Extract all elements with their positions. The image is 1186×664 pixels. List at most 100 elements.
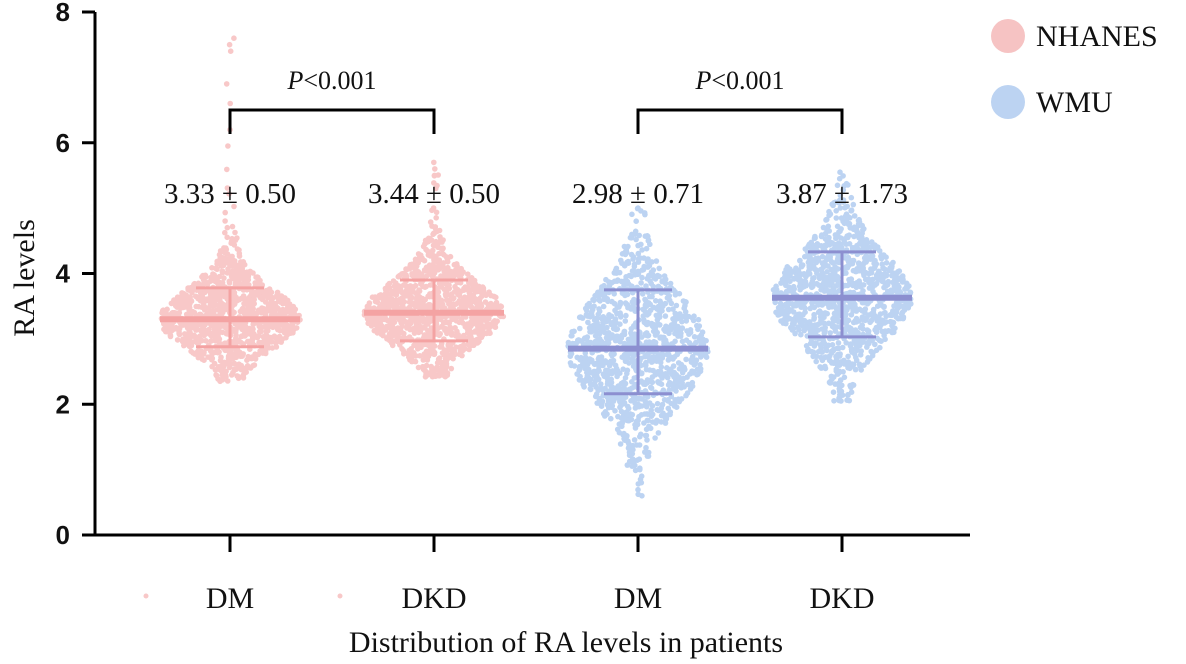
data-point — [816, 282, 822, 289]
data-point — [451, 348, 458, 355]
data-point — [188, 284, 194, 291]
data-point — [161, 309, 167, 316]
data-point — [284, 322, 291, 329]
data-point — [434, 228, 440, 235]
data-point — [856, 361, 863, 368]
data-point — [809, 264, 816, 271]
data-point — [420, 303, 426, 310]
data-point — [582, 350, 589, 356]
data-point — [227, 361, 234, 367]
data-point — [409, 358, 415, 365]
y-tick-label: 2 — [56, 389, 70, 419]
data-point — [588, 309, 595, 316]
data-point — [449, 330, 455, 337]
data-point — [683, 337, 690, 344]
data-point — [193, 294, 200, 300]
data-point — [643, 444, 649, 451]
data-point — [188, 348, 194, 355]
data-point — [416, 319, 423, 325]
data-point — [432, 224, 439, 230]
data-point — [891, 309, 898, 315]
data-point — [702, 352, 709, 359]
data-point — [852, 366, 859, 373]
data-point — [864, 254, 870, 260]
data-point — [406, 324, 412, 331]
data-point — [819, 349, 825, 355]
data-point — [384, 323, 390, 330]
data-point — [628, 306, 634, 312]
data-point — [818, 274, 824, 281]
data-point — [223, 245, 229, 251]
data-point — [626, 272, 633, 279]
data-point — [417, 353, 423, 359]
data-point — [777, 308, 783, 315]
data-point — [264, 341, 271, 348]
data-point — [878, 338, 884, 345]
data-point — [640, 307, 647, 313]
data-point — [809, 246, 815, 252]
data-point — [639, 274, 645, 281]
data-point — [663, 415, 670, 422]
data-point — [819, 253, 826, 260]
data-point — [208, 322, 215, 329]
data-point — [845, 257, 851, 263]
data-point — [854, 229, 861, 236]
data-point — [443, 289, 450, 296]
data-point — [802, 309, 808, 316]
data-point — [585, 319, 591, 326]
data-point — [667, 280, 674, 287]
data-point — [183, 337, 189, 343]
data-point — [626, 441, 632, 447]
data-point — [807, 340, 814, 347]
data-point — [388, 301, 395, 308]
data-point — [631, 263, 638, 270]
data-point — [426, 265, 433, 272]
data-point — [592, 393, 599, 400]
data-point — [797, 271, 804, 278]
data-point — [188, 342, 195, 349]
data-point — [631, 300, 638, 307]
data-point — [455, 300, 461, 306]
data-point — [604, 359, 610, 366]
data-point — [621, 341, 628, 347]
data-point — [778, 318, 784, 324]
data-point — [633, 218, 639, 224]
data-point — [602, 385, 608, 392]
data-point — [891, 273, 898, 280]
data-point — [625, 411, 631, 418]
data-point — [855, 318, 862, 324]
data-point — [618, 278, 625, 285]
data-point — [845, 214, 851, 220]
data-point — [647, 377, 654, 384]
data-point — [845, 365, 851, 371]
data-point — [431, 265, 438, 272]
data-point — [371, 305, 377, 311]
data-point — [596, 368, 602, 374]
data-point — [851, 351, 858, 357]
data-point — [609, 384, 615, 390]
data-point — [224, 224, 231, 231]
data-point — [260, 350, 266, 356]
data-point — [407, 261, 414, 268]
data-point — [824, 216, 830, 223]
data-point — [670, 363, 677, 369]
data-point — [645, 233, 651, 240]
data-point — [617, 441, 624, 447]
data-point — [444, 347, 451, 354]
data-point — [195, 335, 202, 341]
data-point — [571, 363, 578, 369]
data-point — [795, 324, 801, 330]
data-point — [275, 305, 281, 312]
data-point — [855, 267, 861, 274]
data-point — [631, 437, 638, 443]
data-point — [685, 381, 691, 388]
data-point — [835, 340, 842, 346]
data-point — [254, 334, 261, 341]
data-point — [872, 341, 878, 348]
data-point — [412, 282, 419, 289]
data-point — [827, 330, 833, 336]
data-point — [657, 298, 663, 305]
data-point — [598, 385, 604, 392]
y-axis-title: RA levels — [8, 219, 41, 337]
data-point — [875, 270, 881, 277]
